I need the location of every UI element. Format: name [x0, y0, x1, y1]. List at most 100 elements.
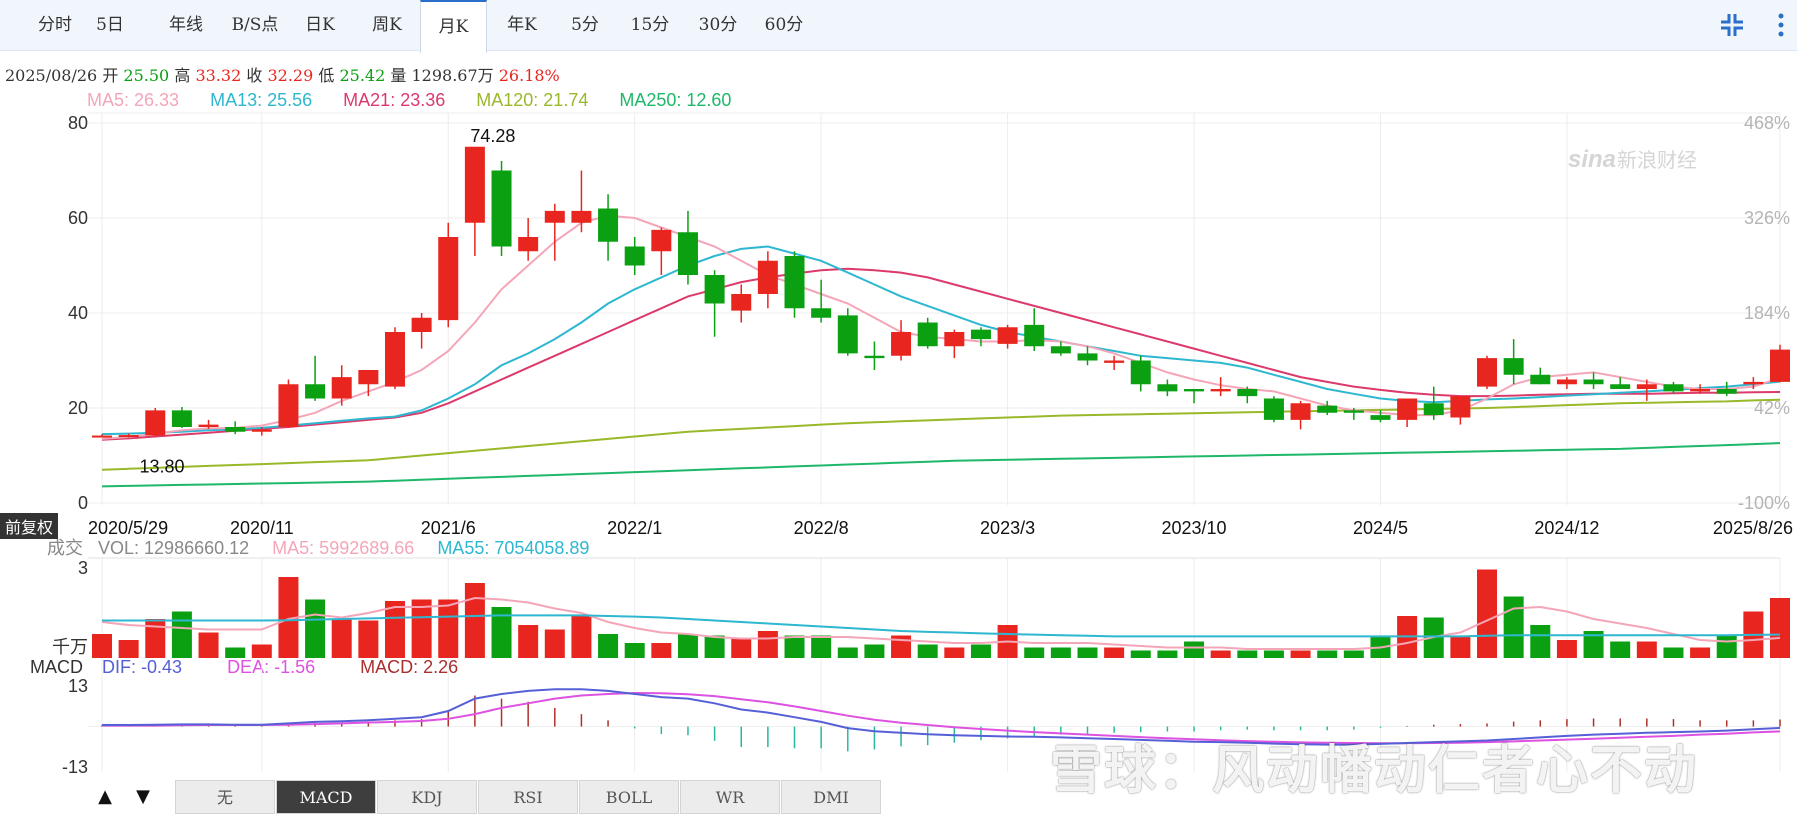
- macd-y-tick: 13: [68, 676, 88, 696]
- info-close-label: 收: [246, 66, 263, 85]
- info-vol-label: 量: [390, 66, 407, 85]
- legend-ma5: MA5: 26.33: [87, 90, 180, 110]
- candle-body: [251, 429, 272, 432]
- volume-bar: [145, 619, 166, 658]
- candle-body: [464, 146, 485, 223]
- volume-bar: [544, 629, 565, 658]
- volume-bar: [1024, 647, 1045, 658]
- ind-tab-rsi[interactable]: RSI: [478, 780, 578, 814]
- min-price-annotation: 13.80: [139, 456, 184, 476]
- candle-body: [944, 332, 965, 347]
- more-menu-icon[interactable]: [1775, 10, 1787, 40]
- tab-monthly-k[interactable]: 月K: [420, 0, 487, 53]
- candle-body: [757, 260, 778, 294]
- info-low: 25.42: [339, 66, 386, 85]
- candle-body: [731, 294, 752, 311]
- ind-tab-wr[interactable]: WR: [680, 780, 780, 814]
- tab-5min[interactable]: 5分: [571, 15, 599, 35]
- collapse-icon[interactable]: [1717, 10, 1747, 40]
- volume-title: 成交: [47, 538, 83, 558]
- volume-bar: [1184, 641, 1205, 658]
- candle-body: [1636, 384, 1657, 389]
- volume-bar: [1157, 650, 1178, 658]
- candle-body: [571, 210, 592, 223]
- ma-legend: MA5: 26.33 MA13: 25.56 MA21: 23.36 MA120…: [87, 90, 757, 111]
- volume-bar: [491, 607, 512, 658]
- y-tick-label: 20: [68, 398, 88, 418]
- tab-30min[interactable]: 30分: [698, 15, 738, 35]
- fuquan-badge[interactable]: 前复权: [0, 513, 59, 539]
- candle-body: [171, 410, 192, 427]
- period-tab-bar: 分时 5日 年线 B/S点 日K 周K 月K 年K 5分 15分 30分 60分: [0, 0, 1797, 53]
- volume-bar: [1556, 640, 1577, 658]
- macd-legend: MACD DIF: -0.43 DEA: -1.56 MACD: 2.26: [30, 657, 484, 678]
- y-tick-label: 0: [78, 493, 88, 513]
- candle-body: [1104, 360, 1125, 363]
- tab-fenshi[interactable]: 分时: [38, 15, 72, 35]
- volume-bar: [1743, 611, 1764, 658]
- candle-body: [225, 427, 246, 432]
- ind-tab-boll[interactable]: BOLL: [579, 780, 679, 814]
- ind-tab-dmi[interactable]: DMI: [781, 780, 881, 814]
- volume-bar: [1370, 635, 1391, 658]
- legend-ma250: MA250: 12.60: [619, 90, 732, 110]
- tab-weekly-k[interactable]: 周K: [372, 15, 402, 35]
- volume-bar: [704, 635, 725, 658]
- volume-bar: [571, 614, 592, 658]
- volume-bar: [1130, 650, 1151, 658]
- tab-5day[interactable]: 5日: [96, 15, 124, 35]
- candle-body: [1770, 349, 1790, 382]
- candle-body: [438, 237, 459, 321]
- volume-bar: [438, 599, 459, 658]
- sina-finance-logo: sina 新浪财经: [1568, 146, 1697, 173]
- ind-tab-kdj[interactable]: KDJ: [377, 780, 477, 814]
- info-date: 2025/08/26: [5, 66, 98, 85]
- macd-y-tick: -13: [62, 757, 88, 777]
- ind-tab-none[interactable]: 无: [175, 780, 275, 814]
- move-up-icon[interactable]: ▲: [98, 786, 112, 807]
- candle-body: [1663, 384, 1684, 392]
- tab-yearline[interactable]: 年线: [169, 15, 203, 35]
- candle-body: [1716, 389, 1737, 394]
- right-axis-label: -100%: [1738, 493, 1790, 513]
- info-close: 32.29: [267, 66, 314, 85]
- vol_ma55-line: [102, 614, 1781, 638]
- x-tick-label: 2025/8/26: [1713, 518, 1793, 538]
- volume-bar: [1397, 616, 1418, 658]
- candle-body: [598, 208, 619, 242]
- ind-tab-macd[interactable]: MACD: [276, 780, 376, 814]
- legend-ma21: MA21: 23.36: [343, 90, 446, 110]
- candle-body: [544, 210, 565, 223]
- volume-bar: [1530, 625, 1551, 658]
- tab-60min[interactable]: 60分: [764, 15, 804, 35]
- candle-body: [1690, 389, 1711, 392]
- tab-yearly-k[interactable]: 年K: [507, 15, 537, 35]
- macd-title: MACD: [30, 657, 83, 677]
- tab-15min[interactable]: 15分: [630, 15, 670, 35]
- candle-body: [997, 327, 1018, 344]
- candle-body: [1397, 398, 1418, 420]
- vol-unit-label: 千万: [52, 637, 88, 657]
- y-tick-label: 40: [68, 303, 88, 323]
- ohlc-info-line: 2025/08/26 开 25.50 高 33.32 收 32.29 低 25.…: [5, 62, 560, 86]
- candle-body: [1263, 398, 1284, 420]
- main-ma5-line: [101, 214, 1781, 440]
- legend-ma13: MA13: 25.56: [210, 90, 313, 110]
- y-tick-label: 80: [68, 113, 88, 133]
- candle-body: [917, 322, 938, 347]
- tab-daily-k[interactable]: 日K: [305, 15, 335, 35]
- svg-text:sina: sina: [1568, 146, 1616, 173]
- candle-body: [358, 370, 379, 385]
- legend-vol-ma55: MA55: 7054058.89: [437, 538, 590, 558]
- candle-body: [1317, 405, 1338, 413]
- candle-body: [1503, 358, 1524, 375]
- info-open-label: 开: [102, 66, 119, 85]
- x-tick-label: 2024/5: [1353, 518, 1408, 538]
- tab-bs-points[interactable]: B/S点: [231, 15, 279, 35]
- move-down-icon[interactable]: ▼: [136, 786, 150, 807]
- volume-bar: [1290, 650, 1311, 658]
- candle-body: [784, 256, 805, 309]
- y-tick-label: 60: [68, 208, 88, 228]
- legend-macd: MACD: 2.26: [360, 657, 459, 677]
- info-change: 26.18%: [498, 66, 560, 85]
